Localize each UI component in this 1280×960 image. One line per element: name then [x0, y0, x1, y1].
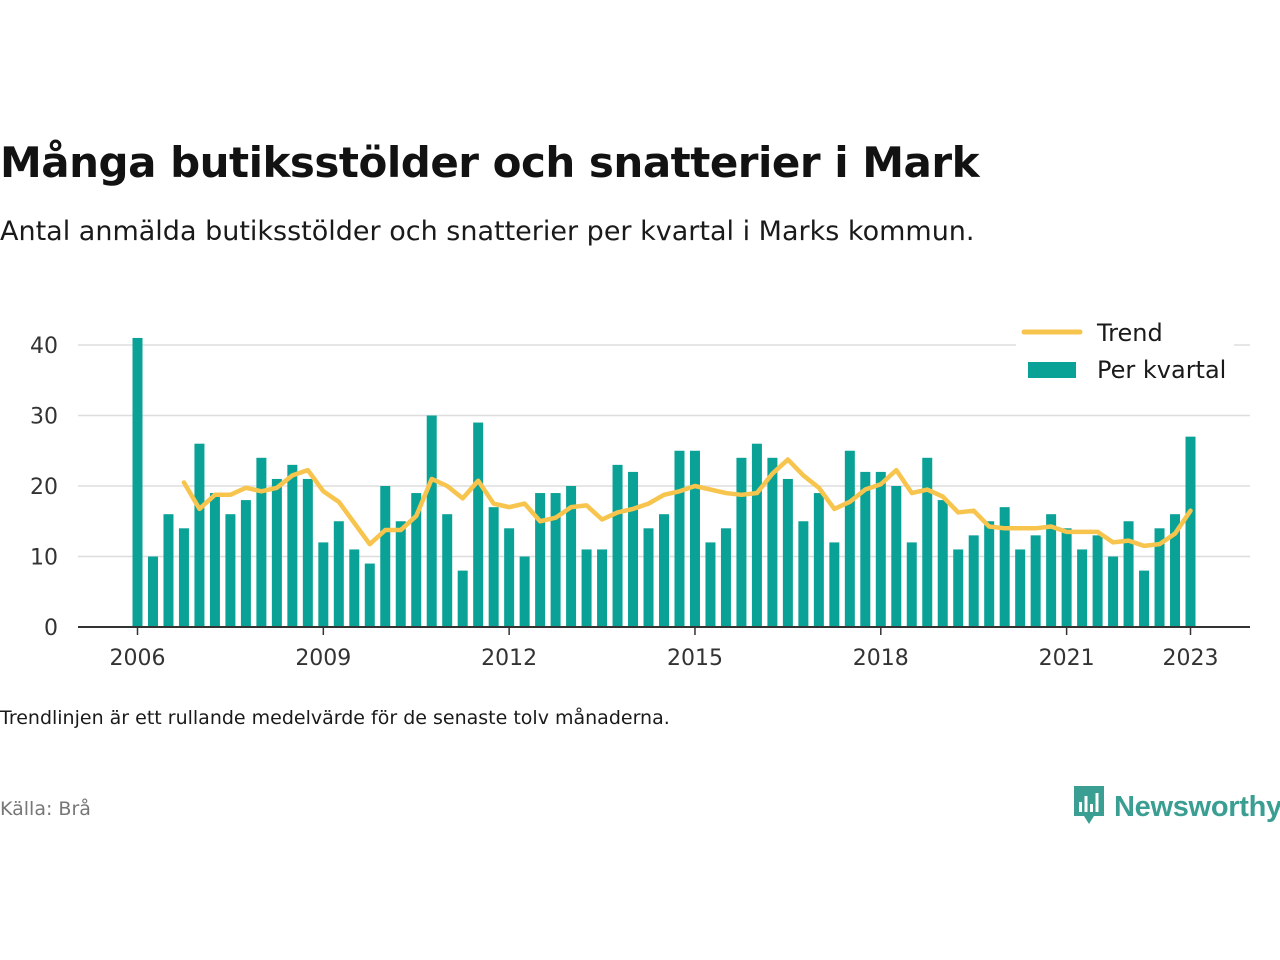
bar	[225, 514, 236, 627]
bar	[674, 450, 685, 627]
bar	[1015, 549, 1026, 627]
bar	[395, 521, 406, 627]
bar	[860, 471, 871, 627]
legend-bars-label: Per kvartal	[1097, 356, 1226, 384]
bar	[457, 570, 468, 627]
bar	[1092, 535, 1103, 627]
legend-trend-label: Trend	[1096, 319, 1163, 347]
bar	[1077, 549, 1088, 627]
bar	[767, 457, 778, 627]
legend-background	[1016, 314, 1234, 394]
bar	[782, 478, 793, 627]
bar	[566, 486, 577, 627]
bar	[659, 514, 669, 627]
bar	[581, 549, 592, 627]
bar	[256, 457, 267, 627]
bar	[488, 507, 499, 627]
bar	[922, 457, 933, 627]
x-tick-label: 2018	[853, 646, 909, 671]
bar	[333, 521, 344, 627]
bar	[519, 556, 530, 627]
chart: 0 10 20 30 40 2006 2009 2012 2015 2018 2021 2023 T…	[30, 314, 1250, 671]
bar	[1185, 436, 1196, 627]
bar	[875, 471, 886, 627]
bar	[1123, 521, 1134, 627]
newsworthy-logo[interactable]: Newsworthy	[1072, 784, 1280, 830]
bar	[984, 521, 995, 627]
x-tick-label: 2006	[110, 646, 166, 671]
bar	[132, 337, 143, 627]
bar	[906, 542, 917, 627]
bar	[364, 563, 375, 627]
bar	[194, 443, 205, 627]
bar	[798, 521, 809, 627]
bar	[891, 486, 902, 627]
bar	[147, 556, 158, 627]
bar	[968, 535, 979, 627]
x-axis: 2006 2009 2012 2015 2018 2021 2023	[78, 626, 1250, 671]
bar	[1139, 570, 1150, 627]
bar	[209, 493, 220, 627]
bar	[999, 507, 1010, 627]
bar	[829, 542, 840, 627]
bar	[612, 464, 623, 627]
bar	[953, 549, 964, 627]
bar	[813, 493, 824, 627]
x-tick-label: 2015	[667, 646, 723, 671]
y-tick-label: 0	[44, 616, 58, 641]
source-label: Källa: Brå	[0, 798, 91, 820]
bar	[163, 514, 174, 627]
bar	[1108, 556, 1119, 627]
chart-title: Många butiksstölder och snatterier i Mar…	[0, 138, 980, 187]
bar	[628, 471, 639, 627]
bar	[473, 422, 484, 627]
bar	[736, 457, 747, 627]
y-tick-label: 40	[30, 334, 58, 359]
footnote: Trendlinjen är ett rullande medelvärde f…	[0, 707, 670, 729]
bar	[844, 450, 855, 627]
x-tick-label: 2023	[1163, 646, 1219, 671]
bar	[318, 542, 329, 627]
bar	[751, 443, 762, 627]
trend-line	[181, 457, 1193, 549]
trend-series	[181, 457, 1193, 549]
legend-bars-swatch	[1028, 362, 1076, 378]
newsworthy-bar-chart-icon	[1072, 784, 1106, 830]
bar	[1154, 528, 1165, 627]
y-tick-label: 30	[30, 405, 58, 430]
bar	[349, 549, 360, 627]
legend: Trend Per kvartal	[1016, 314, 1234, 394]
bar	[705, 542, 716, 627]
bar-series	[132, 337, 1196, 627]
bar	[720, 528, 731, 627]
bar	[1030, 535, 1041, 627]
bar	[302, 478, 313, 627]
bar	[1061, 528, 1072, 627]
bar	[643, 528, 654, 627]
bar	[1170, 514, 1181, 627]
bar	[380, 486, 391, 627]
x-tick-label: 2009	[295, 646, 351, 671]
y-axis-ticks: 0 10 20 30 40	[30, 334, 58, 641]
bar	[535, 493, 546, 627]
bar	[287, 464, 298, 627]
x-tick-label: 2021	[1039, 646, 1095, 671]
y-tick-label: 20	[30, 475, 58, 500]
bar	[937, 500, 948, 627]
bar	[178, 528, 189, 627]
bar	[689, 450, 700, 627]
bar	[442, 514, 453, 627]
x-tick-label: 2012	[481, 646, 537, 671]
bar	[597, 549, 608, 627]
chart-subtitle: Antal anmälda butiksstölder och snatteri…	[0, 216, 975, 247]
bar	[1046, 514, 1057, 627]
bar	[550, 493, 561, 627]
bar	[426, 415, 437, 627]
bar	[240, 500, 251, 627]
y-tick-label: 10	[30, 546, 58, 571]
bar	[271, 478, 282, 627]
brand-name: Newsworthy	[1114, 790, 1280, 823]
bar	[504, 528, 515, 627]
bar	[411, 493, 422, 627]
